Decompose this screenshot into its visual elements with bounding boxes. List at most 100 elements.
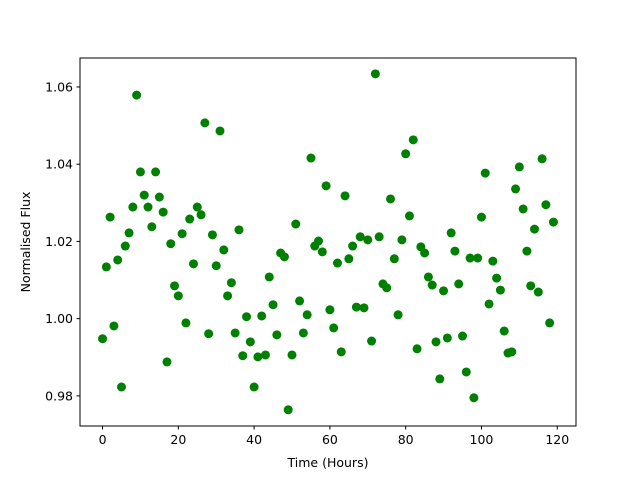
- point: [511, 184, 521, 194]
- y-tick-label: 1.00: [45, 311, 73, 326]
- point: [200, 118, 210, 128]
- point: [548, 217, 558, 227]
- point: [446, 228, 456, 238]
- point: [272, 330, 282, 340]
- point: [359, 303, 369, 313]
- point: [389, 254, 399, 264]
- x-axis-label: Time (Hours): [287, 455, 369, 470]
- point: [287, 350, 297, 360]
- point: [541, 200, 551, 210]
- point: [257, 311, 267, 321]
- point: [223, 291, 233, 301]
- point: [245, 337, 255, 347]
- point: [336, 347, 346, 357]
- point: [105, 212, 115, 222]
- x-tick-label: 60: [322, 432, 338, 447]
- point: [188, 259, 198, 269]
- point: [526, 281, 536, 291]
- point: [367, 336, 377, 346]
- point: [442, 333, 452, 343]
- point: [476, 212, 486, 222]
- point: [522, 246, 532, 256]
- point: [120, 241, 130, 251]
- point: [518, 204, 528, 214]
- point: [166, 239, 176, 249]
- x-tick-label: 40: [246, 432, 262, 447]
- point: [363, 235, 373, 245]
- y-tick-label: 1.02: [45, 234, 73, 249]
- point: [135, 167, 145, 177]
- point: [173, 291, 183, 301]
- point: [499, 326, 509, 336]
- point: [351, 302, 361, 312]
- point: [495, 285, 505, 295]
- point: [151, 167, 161, 177]
- point: [260, 350, 270, 360]
- point: [109, 321, 119, 331]
- point: [530, 224, 540, 234]
- point: [158, 207, 168, 217]
- point: [374, 232, 384, 242]
- point: [348, 241, 358, 251]
- point: [484, 299, 494, 309]
- point: [204, 329, 214, 339]
- point: [306, 153, 316, 163]
- point: [329, 323, 339, 333]
- point: [226, 278, 236, 288]
- point: [295, 296, 305, 306]
- point: [154, 192, 164, 202]
- point: [291, 219, 301, 229]
- point: [162, 357, 172, 367]
- point: [461, 367, 471, 377]
- point: [431, 337, 441, 347]
- point: [124, 228, 134, 238]
- point: [480, 168, 490, 178]
- point: [219, 245, 229, 255]
- point: [116, 382, 126, 392]
- point: [507, 347, 517, 357]
- point: [423, 272, 433, 282]
- point: [192, 202, 202, 212]
- point: [514, 162, 524, 172]
- point: [132, 90, 142, 100]
- point: [113, 255, 123, 265]
- point: [147, 222, 157, 232]
- point: [177, 229, 187, 239]
- point: [469, 393, 479, 403]
- point: [128, 202, 138, 212]
- x-tick-label: 120: [545, 432, 569, 447]
- point: [321, 181, 331, 191]
- plot-frame: [79, 57, 577, 427]
- point: [234, 225, 244, 235]
- point: [393, 310, 403, 320]
- point: [427, 280, 437, 290]
- x-tick-label: 80: [398, 432, 414, 447]
- point: [386, 194, 396, 204]
- point: [401, 149, 411, 159]
- point: [98, 334, 108, 344]
- point: [268, 300, 278, 310]
- point: [454, 279, 464, 289]
- point: [230, 328, 240, 338]
- point: [340, 191, 350, 201]
- point: [370, 69, 380, 79]
- point: [317, 247, 327, 257]
- point: [170, 281, 180, 291]
- point: [264, 272, 274, 282]
- point: [325, 305, 335, 315]
- point: [101, 262, 111, 272]
- point: [382, 283, 392, 293]
- point: [344, 254, 354, 264]
- point: [242, 312, 252, 322]
- point: [397, 235, 407, 245]
- y-axis-label: Normalised Flux: [18, 192, 33, 293]
- point: [185, 214, 195, 224]
- point: [181, 318, 191, 328]
- point: [458, 331, 468, 341]
- point: [249, 382, 259, 392]
- point: [143, 202, 153, 212]
- point: [412, 344, 422, 354]
- point: [420, 248, 430, 258]
